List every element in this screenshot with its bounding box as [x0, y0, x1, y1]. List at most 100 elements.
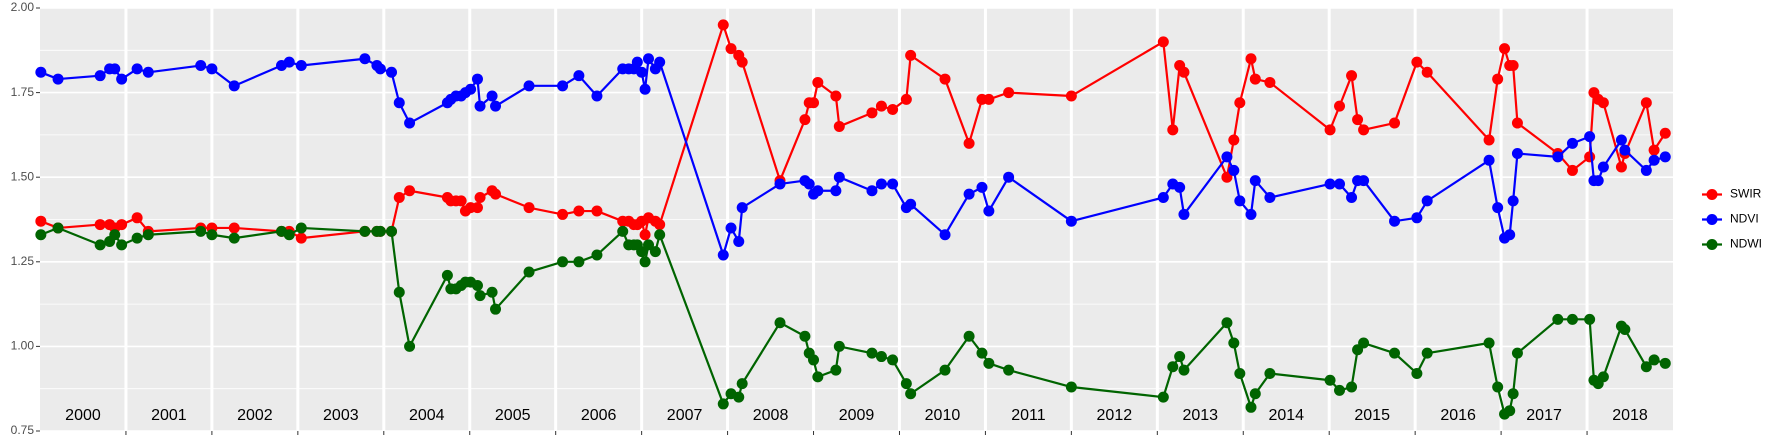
data-point	[228, 80, 240, 92]
data-point	[94, 219, 106, 231]
data-point	[1334, 384, 1346, 396]
data-point	[486, 90, 498, 102]
data-point	[1584, 131, 1596, 143]
data-point	[1511, 347, 1523, 359]
data-point	[833, 120, 845, 132]
data-point	[1234, 195, 1246, 207]
data-point	[474, 290, 486, 302]
data-point	[733, 235, 745, 247]
data-point	[830, 185, 842, 197]
data-point	[1324, 178, 1336, 190]
data-point	[1167, 124, 1179, 136]
data-point	[774, 317, 786, 329]
data-point	[1264, 76, 1276, 88]
data-point	[142, 229, 154, 241]
legend-label: NDWI	[1730, 237, 1762, 251]
year-label: 2014	[1268, 407, 1304, 424]
data-point	[639, 83, 651, 95]
data-point	[1249, 73, 1261, 85]
data-point	[393, 97, 405, 109]
data-point	[386, 66, 398, 78]
data-point	[465, 83, 477, 95]
data-point	[1228, 164, 1240, 176]
data-point	[808, 354, 820, 366]
data-point	[1619, 144, 1631, 156]
data-point	[1065, 90, 1077, 102]
data-point	[52, 222, 64, 234]
data-point	[1499, 43, 1511, 55]
data-point	[404, 117, 416, 129]
data-point	[808, 97, 820, 109]
data-point	[1334, 100, 1346, 112]
data-point	[490, 100, 502, 112]
data-point	[1507, 60, 1519, 72]
data-point	[983, 357, 995, 369]
data-point	[812, 76, 824, 88]
legend: SWIR NDVI NDWI	[1702, 187, 1762, 251]
data-point	[455, 195, 467, 207]
data-point	[1483, 337, 1495, 349]
data-point	[725, 43, 737, 55]
data-point	[359, 53, 371, 65]
data-point	[654, 219, 666, 231]
data-point	[295, 232, 307, 244]
data-point	[1346, 192, 1358, 204]
data-point	[1504, 405, 1516, 417]
data-point	[963, 330, 975, 342]
data-point	[1157, 36, 1169, 48]
data-point	[1324, 374, 1336, 386]
data-point	[1389, 215, 1401, 227]
data-point	[1492, 202, 1504, 214]
y-tick-label: 1.25	[11, 254, 35, 268]
data-point	[386, 225, 398, 237]
data-point	[803, 178, 815, 190]
data-point	[404, 340, 416, 352]
data-point	[557, 256, 569, 268]
data-point	[905, 198, 917, 210]
data-point	[1566, 313, 1578, 325]
data-point	[404, 185, 416, 197]
data-point	[591, 205, 603, 217]
data-point	[736, 202, 748, 214]
data-point	[295, 60, 307, 72]
data-point	[52, 73, 64, 85]
data-point	[1389, 117, 1401, 129]
data-point	[830, 364, 842, 376]
data-point	[109, 229, 121, 241]
series-ndwi	[35, 222, 1671, 420]
data-point	[393, 286, 405, 298]
data-point	[1228, 134, 1240, 146]
data-point	[1511, 148, 1523, 160]
year-label: 2003	[323, 407, 359, 424]
data-point	[939, 73, 951, 85]
data-point	[1221, 317, 1233, 329]
data-point	[1640, 361, 1652, 373]
data-point	[1507, 195, 1519, 207]
data-point	[1346, 70, 1358, 82]
data-point	[976, 181, 988, 193]
data-point	[654, 229, 666, 241]
data-point	[1178, 364, 1190, 376]
data-point	[725, 222, 737, 234]
data-point	[900, 93, 912, 105]
data-point	[812, 185, 824, 197]
data-point	[1483, 154, 1495, 166]
data-point	[35, 215, 47, 227]
data-point	[131, 232, 143, 244]
year-label: 2017	[1526, 407, 1562, 424]
data-point	[1507, 388, 1519, 400]
data-point	[812, 371, 824, 383]
data-point	[1003, 87, 1015, 99]
data-point	[717, 19, 729, 31]
data-point	[1065, 381, 1077, 393]
year-label: 2002	[237, 407, 273, 424]
data-point	[557, 80, 569, 92]
data-point	[1234, 367, 1246, 379]
year-label: 2011	[1011, 407, 1046, 424]
data-point	[1483, 134, 1495, 146]
data-point	[1640, 164, 1652, 176]
data-point	[35, 229, 47, 241]
data-point	[523, 80, 535, 92]
data-point	[639, 229, 651, 241]
